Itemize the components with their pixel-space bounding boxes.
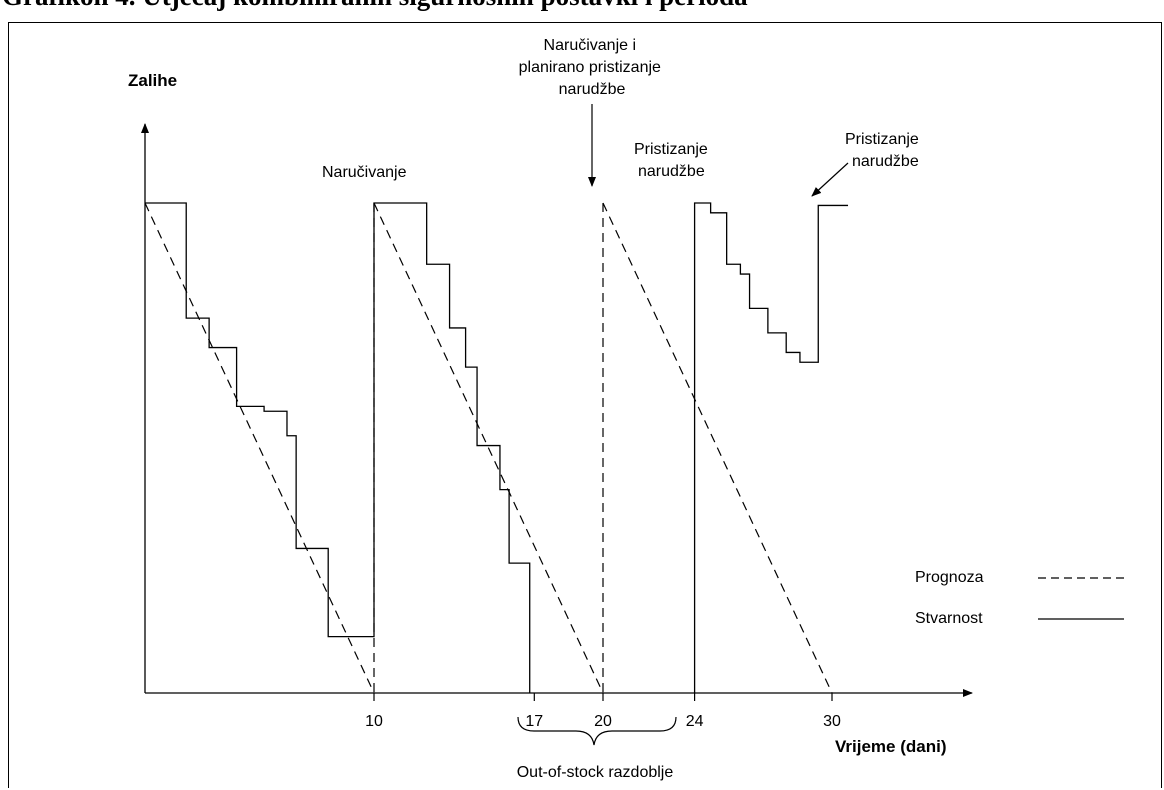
x-axis-label: Vrijeme (dani) [835,737,946,756]
actual-segment-1 [145,202,531,693]
x-tick-label-17: 17 [525,713,543,730]
forecast-series [144,202,833,694]
arrival-annotation-2: Pristizanje narudžbe [845,131,923,170]
order-annotation-2-line2: planirano pristizanje [519,59,661,76]
y-axis-label: Zalihe [128,71,177,90]
order-annotation-1: Naručivanje [322,164,407,181]
arrival-annotation-1-line1: Pristizanje [634,141,708,158]
arrival-annotation-1-line2: narudžbe [638,163,705,180]
x-tick-label-20: 20 [594,713,612,730]
actual-segment-2 [693,202,849,693]
order-annotation-2: Naručivanje i planirano pristizanje naru… [519,37,666,98]
x-tick-label-30: 30 [823,713,841,730]
forecast-segment-3 [373,202,604,694]
order-annotation-2-line3: narudžbe [559,81,626,98]
legend-actual-label: Stvarnost [915,610,983,627]
order-annotation-2-line1: Naručivanje i [544,37,636,54]
arrival-annotation-2-arrow [811,162,849,197]
forecast-segment-5 [602,202,833,694]
arrival-annotation-2-line2: narudžbe [852,153,919,170]
figure-frame [8,22,1162,788]
forecast-segment-1 [144,202,375,694]
arrival-annotation-1: Pristizanje narudžbe [634,141,712,180]
figure-title: Grafikon 4. Utjecaj kombiniranih sigurno… [2,0,748,12]
out-of-stock-label: Out-of-stock razdoblje [517,764,674,781]
x-tick-label-24: 24 [686,713,704,730]
actual-series [145,202,849,693]
x-tick-label-10: 10 [365,713,383,730]
legend-forecast-label: Prognoza [915,569,984,586]
arrival-annotation-2-line1: Pristizanje [845,131,919,148]
out-of-stock-brace [517,716,677,746]
x-ticks: 10 17 20 24 30 [365,693,841,730]
